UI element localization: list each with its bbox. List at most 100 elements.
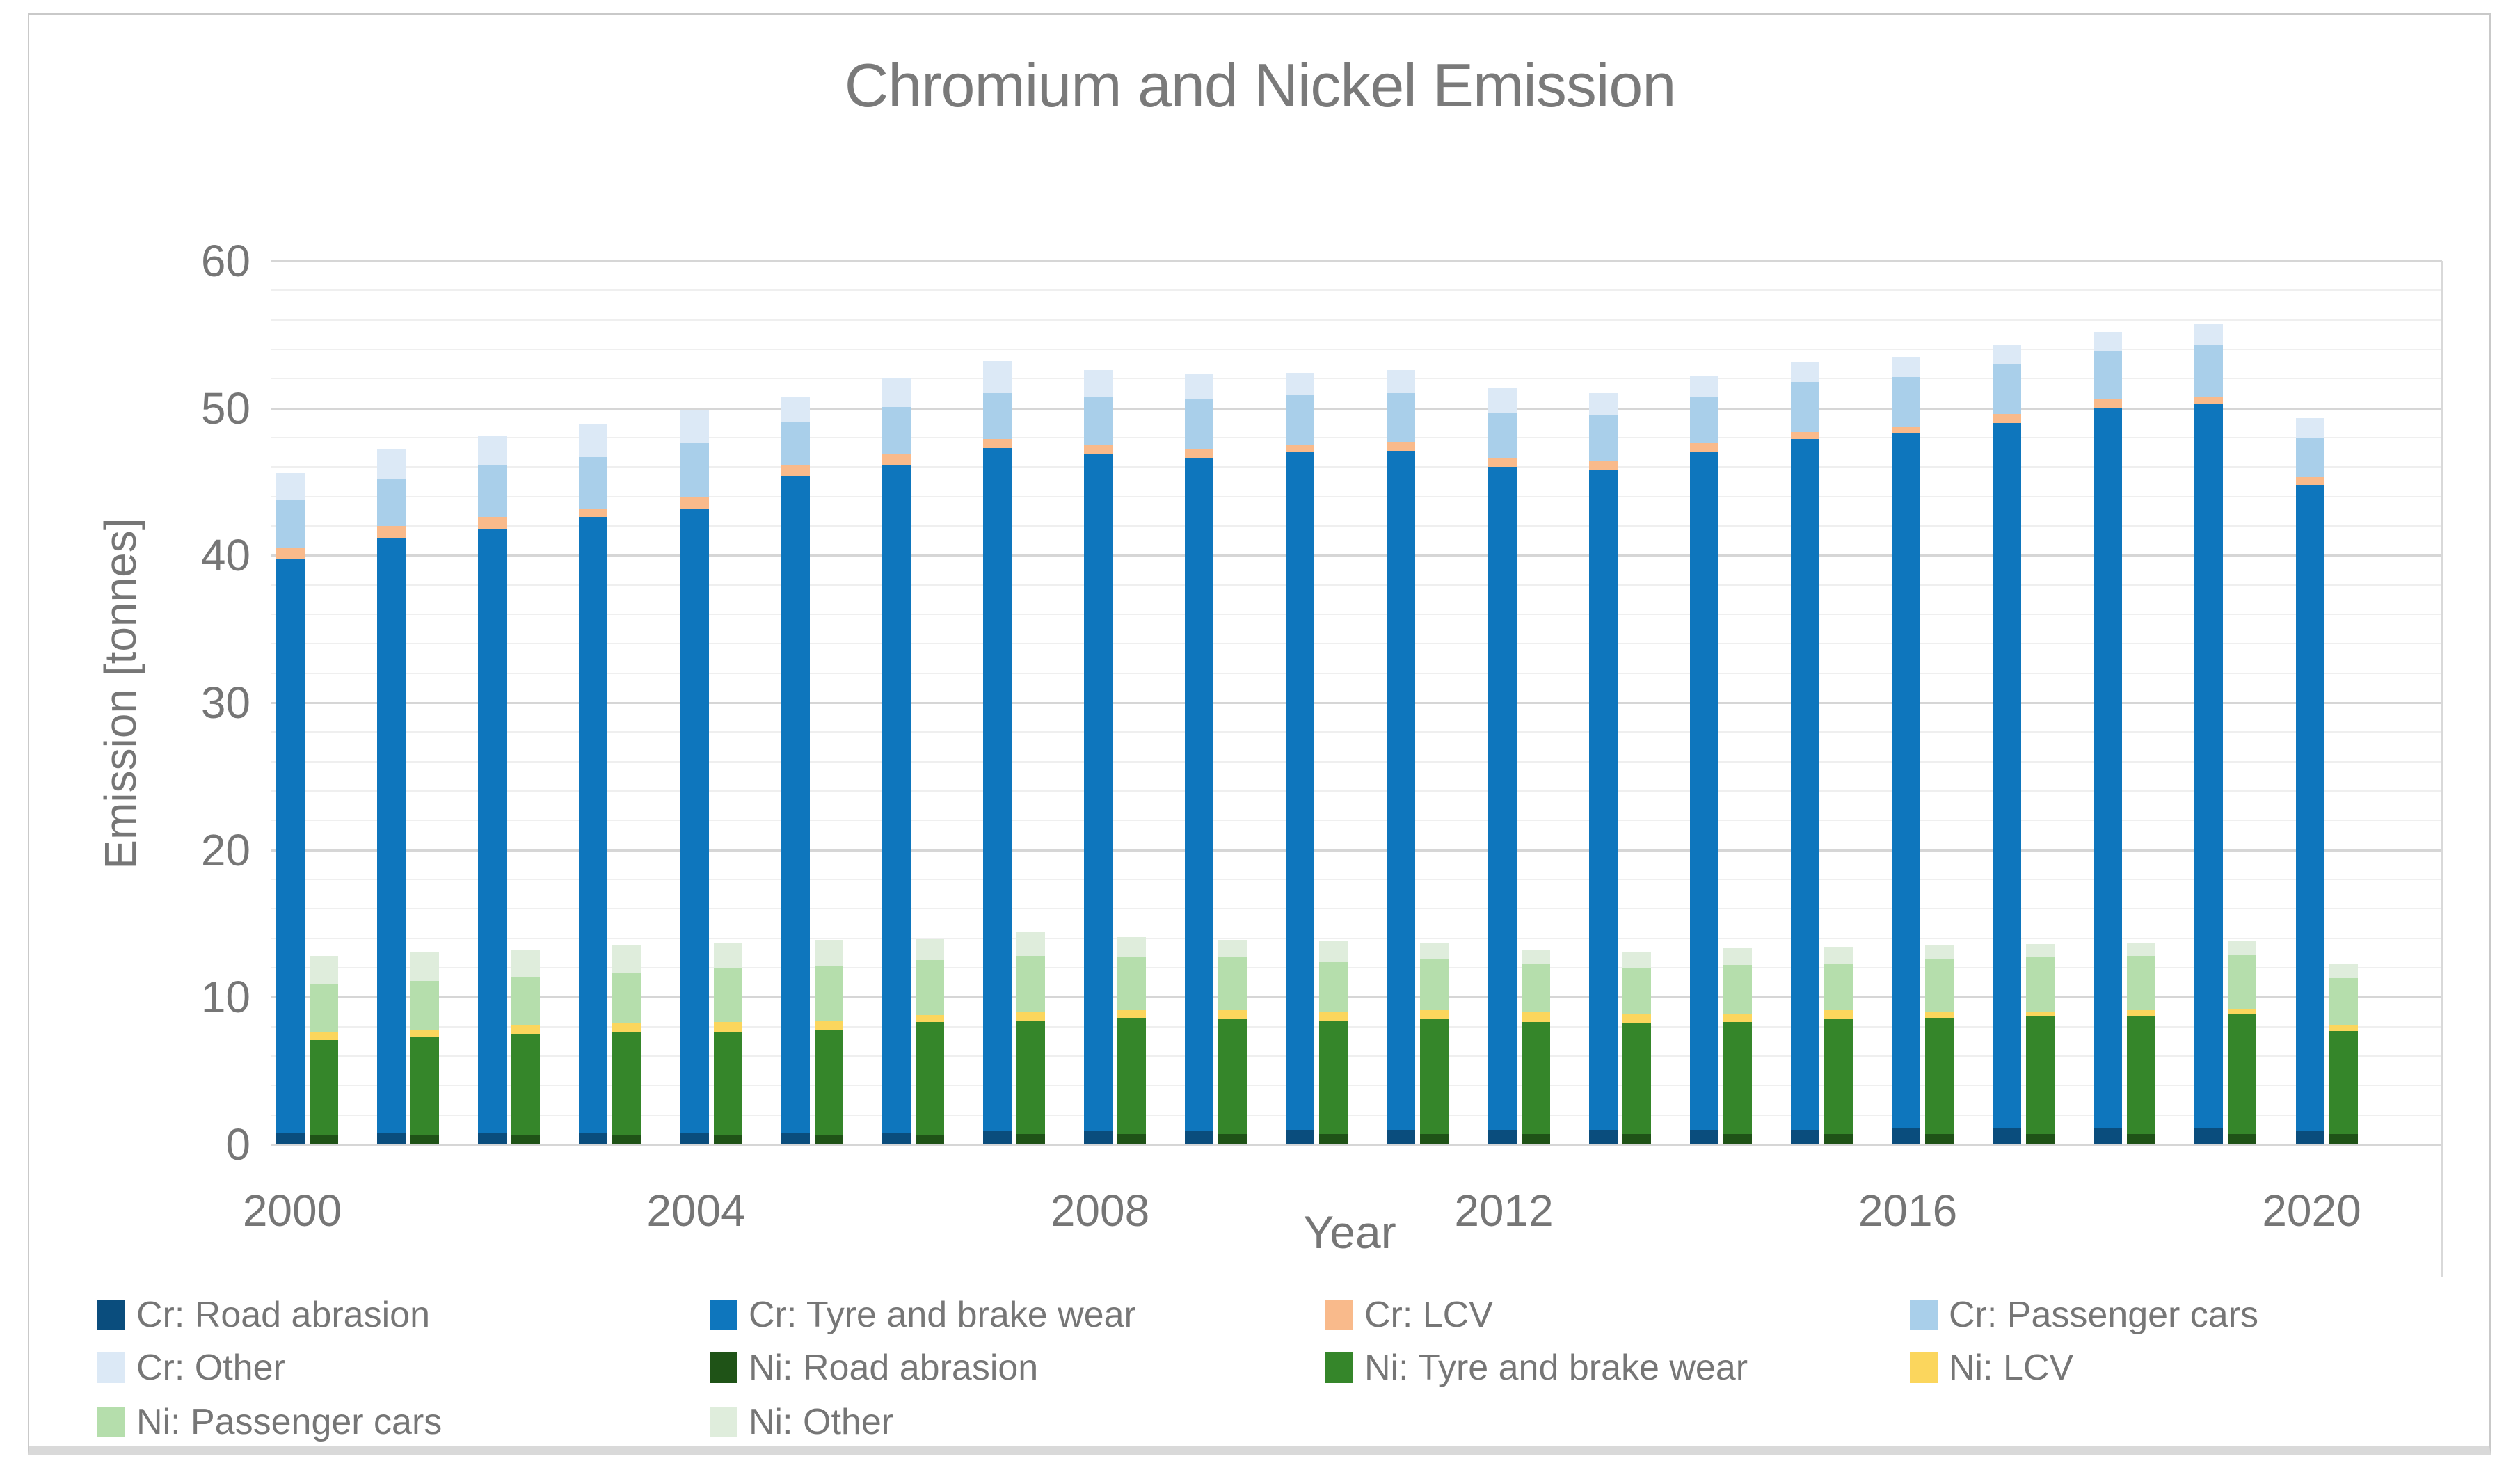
bar-segment-ni-lcv-2006[interactable] bbox=[915, 1015, 944, 1022]
bar-segment-ni-passenger-2003[interactable] bbox=[612, 973, 641, 1023]
bar-segment-cr-tyre-2003[interactable] bbox=[579, 517, 608, 1133]
bar-segment-cr-other-2004[interactable] bbox=[680, 410, 709, 443]
bar-segment-ni-other-2018[interactable] bbox=[2127, 943, 2156, 956]
bar-segment-ni-tyre-2004[interactable] bbox=[713, 1032, 742, 1135]
bar-segment-cr-tyre-2019[interactable] bbox=[2194, 404, 2224, 1128]
bar-segment-ni-other-2010[interactable] bbox=[1319, 941, 1348, 962]
bar-segment-ni-road-2020[interactable] bbox=[2329, 1134, 2358, 1144]
bar-segment-ni-passenger-2012[interactable] bbox=[1521, 964, 1550, 1012]
bar-segment-ni-tyre-2000[interactable] bbox=[310, 1040, 338, 1135]
bar-segment-ni-other-2001[interactable] bbox=[410, 952, 440, 981]
bar-segment-cr-lcv-2000[interactable] bbox=[276, 548, 305, 559]
bar-segment-ni-tyre-2013[interactable] bbox=[1622, 1023, 1651, 1134]
bar-segment-cr-tyre-2004[interactable] bbox=[680, 509, 709, 1133]
bar-segment-cr-other-2000[interactable] bbox=[276, 473, 305, 500]
bar-segment-ni-road-2006[interactable] bbox=[915, 1135, 944, 1144]
bar-segment-ni-passenger-2020[interactable] bbox=[2329, 978, 2358, 1025]
bar-segment-cr-road-2007[interactable] bbox=[982, 1131, 1012, 1144]
bar-segment-cr-road-2003[interactable] bbox=[579, 1133, 608, 1144]
bar-segment-cr-road-2019[interactable] bbox=[2194, 1128, 2224, 1144]
bar-segment-cr-other-2015[interactable] bbox=[1790, 362, 1819, 382]
bar-segment-ni-other-2013[interactable] bbox=[1622, 952, 1651, 968]
bar-segment-ni-road-2019[interactable] bbox=[2228, 1134, 2257, 1144]
bar-segment-ni-road-2018[interactable] bbox=[2127, 1134, 2156, 1144]
bar-segment-ni-tyre-2010[interactable] bbox=[1319, 1021, 1348, 1134]
bar-segment-ni-lcv-2001[interactable] bbox=[410, 1030, 440, 1037]
bar-segment-cr-lcv-2005[interactable] bbox=[781, 465, 810, 476]
bar-segment-ni-road-2013[interactable] bbox=[1622, 1134, 1651, 1144]
bar-segment-ni-passenger-2005[interactable] bbox=[814, 966, 843, 1021]
bar-segment-ni-lcv-2007[interactable] bbox=[1016, 1012, 1045, 1021]
bar-segment-ni-road-2005[interactable] bbox=[814, 1135, 843, 1144]
bar-segment-ni-tyre-2008[interactable] bbox=[1117, 1018, 1146, 1134]
bar-segment-ni-road-2008[interactable] bbox=[1117, 1134, 1146, 1144]
bar-segment-cr-lcv-2011[interactable] bbox=[1387, 442, 1416, 451]
bar-segment-ni-passenger-2007[interactable] bbox=[1016, 956, 1045, 1012]
bar-segment-cr-passenger-2003[interactable] bbox=[579, 457, 608, 509]
bar-segment-cr-other-2002[interactable] bbox=[478, 436, 507, 465]
bar-segment-cr-other-2014[interactable] bbox=[1689, 376, 1718, 397]
bar-segment-cr-other-2012[interactable] bbox=[1488, 388, 1517, 413]
bar-segment-ni-tyre-2005[interactable] bbox=[814, 1030, 843, 1135]
legend-item-ni-lcv[interactable]: Ni: LCV bbox=[1910, 1348, 2073, 1388]
bar-segment-ni-road-2003[interactable] bbox=[612, 1135, 641, 1144]
bar-segment-cr-lcv-2008[interactable] bbox=[1084, 445, 1113, 454]
bar-segment-cr-tyre-2011[interactable] bbox=[1387, 451, 1416, 1130]
bar-segment-cr-road-2000[interactable] bbox=[276, 1133, 305, 1144]
bar-segment-ni-tyre-2015[interactable] bbox=[1824, 1019, 1853, 1134]
bar-segment-cr-other-2003[interactable] bbox=[579, 424, 608, 457]
bar-segment-cr-tyre-2007[interactable] bbox=[982, 448, 1012, 1131]
bar-segment-cr-passenger-2002[interactable] bbox=[478, 465, 507, 517]
bar-segment-cr-road-2012[interactable] bbox=[1488, 1130, 1517, 1144]
legend-item-cr-passenger[interactable]: Cr: Passenger cars bbox=[1910, 1295, 2258, 1335]
bar-segment-cr-lcv-2016[interactable] bbox=[1892, 427, 1920, 433]
bar-segment-ni-passenger-2008[interactable] bbox=[1117, 957, 1146, 1010]
bar-segment-ni-tyre-2018[interactable] bbox=[2127, 1016, 2156, 1134]
bar-segment-cr-passenger-2017[interactable] bbox=[1993, 364, 2022, 414]
bar-segment-cr-tyre-2010[interactable] bbox=[1286, 452, 1315, 1130]
bar-segment-cr-lcv-2014[interactable] bbox=[1689, 443, 1718, 452]
bar-segment-ni-tyre-2020[interactable] bbox=[2329, 1031, 2358, 1134]
bar-segment-cr-tyre-2012[interactable] bbox=[1488, 467, 1517, 1130]
bar-segment-cr-lcv-2013[interactable] bbox=[1588, 461, 1618, 470]
bar-segment-ni-other-2006[interactable] bbox=[915, 939, 944, 960]
bar-segment-cr-tyre-2000[interactable] bbox=[276, 559, 305, 1133]
bar-segment-ni-lcv-2011[interactable] bbox=[1420, 1010, 1449, 1019]
legend-item-ni-tyre[interactable]: Ni: Tyre and brake wear bbox=[1325, 1348, 1748, 1388]
bar-segment-ni-other-2014[interactable] bbox=[1723, 948, 1752, 965]
legend-item-cr-lcv[interactable]: Cr: LCV bbox=[1325, 1295, 1493, 1335]
bar-segment-ni-passenger-2017[interactable] bbox=[2026, 957, 2055, 1012]
bar-segment-ni-lcv-2004[interactable] bbox=[713, 1022, 742, 1032]
bar-segment-ni-other-2000[interactable] bbox=[310, 956, 338, 984]
bar-segment-cr-road-2016[interactable] bbox=[1892, 1128, 1920, 1144]
bar-segment-ni-road-2012[interactable] bbox=[1521, 1134, 1550, 1144]
bar-segment-ni-lcv-2010[interactable] bbox=[1319, 1012, 1348, 1021]
bar-segment-cr-lcv-2020[interactable] bbox=[2295, 477, 2324, 485]
bar-segment-ni-lcv-2016[interactable] bbox=[1925, 1012, 1954, 1018]
bar-segment-ni-other-2009[interactable] bbox=[1218, 940, 1247, 957]
bar-segment-ni-road-2007[interactable] bbox=[1016, 1134, 1045, 1144]
bar-segment-ni-lcv-2014[interactable] bbox=[1723, 1014, 1752, 1022]
bar-segment-ni-passenger-2000[interactable] bbox=[310, 984, 338, 1032]
bar-segment-cr-road-2009[interactable] bbox=[1185, 1131, 1214, 1144]
bar-segment-cr-road-2015[interactable] bbox=[1790, 1130, 1819, 1144]
bar-segment-ni-passenger-2009[interactable] bbox=[1218, 957, 1247, 1010]
bar-segment-ni-other-2002[interactable] bbox=[511, 950, 541, 977]
bar-segment-ni-passenger-2014[interactable] bbox=[1723, 965, 1752, 1014]
bar-segment-cr-lcv-2007[interactable] bbox=[982, 439, 1012, 448]
bar-segment-cr-other-2009[interactable] bbox=[1185, 374, 1214, 399]
bar-segment-cr-tyre-2006[interactable] bbox=[882, 465, 911, 1133]
bar-segment-ni-other-2004[interactable] bbox=[713, 943, 742, 968]
bar-segment-ni-road-2015[interactable] bbox=[1824, 1134, 1853, 1144]
bar-segment-cr-lcv-2002[interactable] bbox=[478, 517, 507, 529]
bar-segment-cr-road-2006[interactable] bbox=[882, 1133, 911, 1144]
bar-segment-cr-tyre-2015[interactable] bbox=[1790, 439, 1819, 1130]
bar-segment-cr-road-2011[interactable] bbox=[1387, 1130, 1416, 1144]
bar-segment-cr-lcv-2004[interactable] bbox=[680, 497, 709, 509]
bar-segment-ni-other-2005[interactable] bbox=[814, 940, 843, 966]
bar-segment-cr-road-2017[interactable] bbox=[1993, 1128, 2022, 1144]
bar-segment-cr-passenger-2016[interactable] bbox=[1892, 377, 1920, 427]
bar-segment-cr-passenger-2001[interactable] bbox=[377, 479, 406, 526]
legend-item-ni-road[interactable]: Ni: Road abrasion bbox=[710, 1348, 1038, 1388]
bar-segment-cr-tyre-2016[interactable] bbox=[1892, 433, 1920, 1128]
